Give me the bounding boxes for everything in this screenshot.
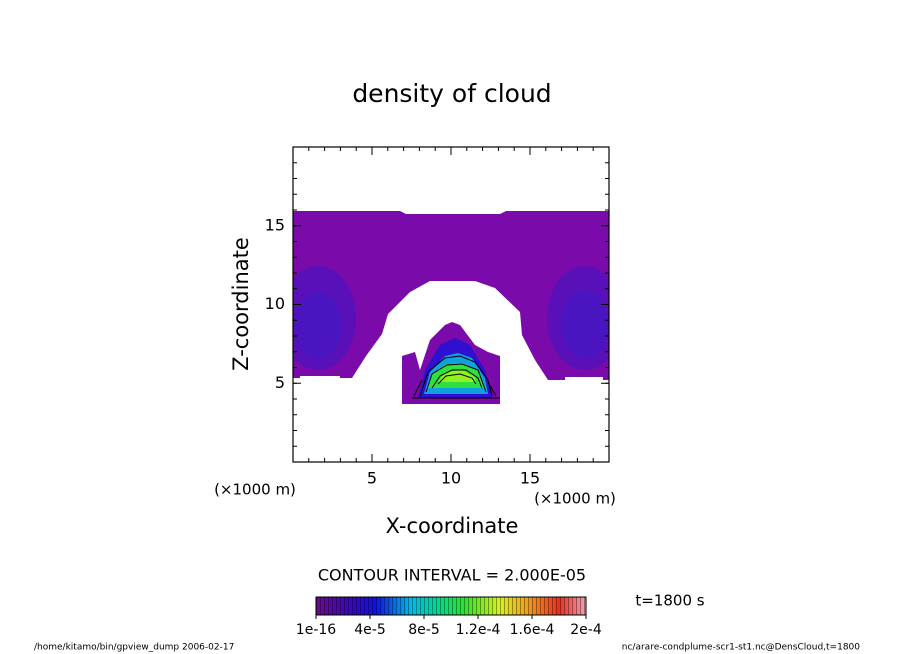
contour-region	[294, 291, 342, 359]
colorbar-tick-label: 1.2e-4	[456, 622, 501, 638]
y-axis-unit: (×1000 m)	[214, 481, 296, 499]
contour-interval: CONTOUR INTERVAL = 2.000E-05	[318, 566, 586, 585]
colorbar-tick-label: 4e-5	[354, 622, 385, 638]
y-axis-label: Z-coordinate	[229, 237, 253, 371]
contour-field	[293, 211, 609, 404]
y-tick-label: 10	[265, 294, 285, 313]
contour-region	[438, 370, 476, 382]
x-tick-label: 15	[520, 469, 540, 488]
y-tick-label: 15	[265, 215, 285, 234]
chart-title: density of cloud	[352, 79, 551, 108]
contour-region	[293, 211, 609, 380]
colorbar-frame	[315, 596, 587, 616]
x-axis-label: X-coordinate	[386, 514, 519, 538]
footer-right: nc/arare-condplume-scr1-st1.nc@DensCloud…	[622, 643, 860, 653]
colorbar-tick-label: 8e-5	[408, 622, 439, 638]
contour-region	[565, 377, 603, 381]
x-tick-label: 10	[441, 469, 461, 488]
x-axis-unit: (×1000 m)	[534, 490, 616, 508]
time-label: t=1800 s	[635, 592, 704, 610]
contour-region	[561, 291, 609, 359]
colorbar-tick-label: 1.6e-4	[510, 622, 555, 638]
x-tick-label: 5	[367, 469, 377, 488]
colorbar-tick-label: 1e-16	[296, 622, 336, 638]
contour-region	[300, 376, 340, 380]
y-tick-label: 5	[275, 373, 285, 392]
footer-left: /home/kitamo/bin/gpview_dump 2006-02-17	[34, 643, 234, 653]
colorbar-tick-label: 2e-4	[570, 622, 602, 638]
contour-lines	[412, 355, 500, 399]
